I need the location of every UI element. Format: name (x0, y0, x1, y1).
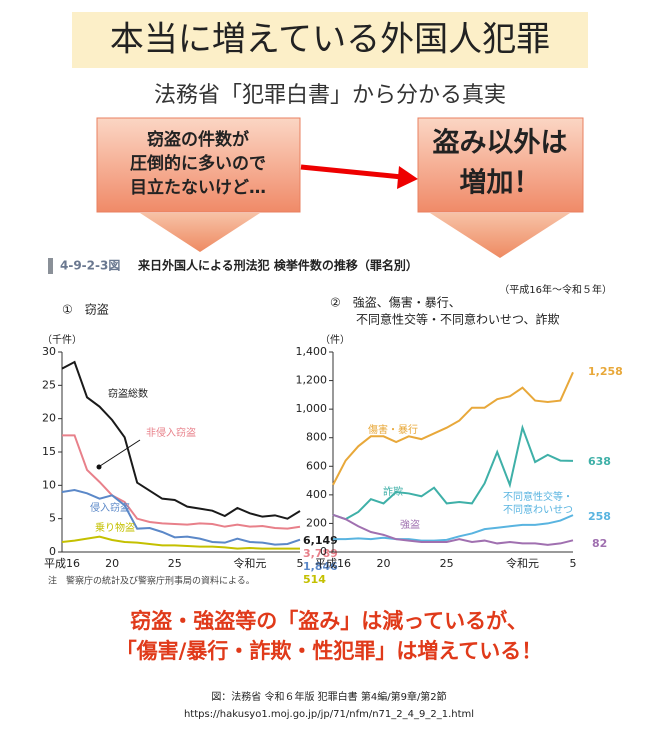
series-label: 侵入窃盗 (90, 501, 130, 514)
series-line (61, 535, 301, 550)
y-tick-label: 400 (306, 488, 327, 501)
end-label: 6,149 (303, 534, 338, 547)
heading-bar (48, 258, 53, 274)
end-label: 514 (303, 573, 326, 586)
x-tick-label: 令和元 (506, 556, 539, 570)
source: 図：法務省 令和６年版 犯罪白書 第4編/第9章/第2節 (211, 690, 446, 703)
note: 注 警察庁の統計及び警察庁刑事局の資料による。 (48, 575, 255, 587)
y-axis-label: （千件） (42, 334, 82, 346)
conclusion: 「傷害/暴行・詐欺・性犯罪」は増えている！ (116, 639, 543, 663)
source-url: https://hakusyo1.moj.go.jp/jp/71/nfm/n71… (184, 709, 474, 720)
title-box (72, 12, 588, 68)
y-tick-label: 1,200 (296, 374, 328, 387)
callout-text: 目立たないけど… (130, 177, 266, 198)
y-tick-label: 800 (306, 431, 327, 444)
y-tick-label: 0 (49, 545, 56, 558)
x-tick-label: 20 (105, 557, 119, 570)
callout-text: 窃盗の件数が (147, 129, 249, 150)
series-line (332, 513, 574, 546)
y-tick-label: 200 (306, 516, 327, 529)
x-tick-label: 5 (297, 557, 304, 570)
callout-text: 盗み以外は (433, 128, 568, 159)
down-arrow (430, 213, 570, 258)
series-line (333, 514, 574, 542)
end-label: 3,789 (303, 547, 338, 560)
end-label: 1,258 (588, 365, 623, 378)
callout-left (96, 117, 301, 213)
y-tick-label: 1,000 (296, 402, 328, 415)
period: （平成16年～令和５年） (499, 283, 612, 296)
y-tick-label: 5 (49, 512, 56, 525)
callout-text: 増加！ (460, 167, 541, 199)
y-tick-label: 1,400 (296, 345, 328, 358)
conclusion: 窃盗・強盗等の「盗み」は減っているが、 (130, 609, 528, 633)
x-tick-label: 5 (570, 557, 577, 570)
y-axis-label: （件） (320, 334, 350, 346)
title: 本当に増えている外国人犯罪 (110, 20, 550, 60)
subtitle: 法務省「犯罪白書」から分かる真実 (154, 83, 506, 108)
series-label: 詐欺 (383, 485, 403, 498)
red-arrow (300, 164, 403, 180)
series-label: 不同意性交等・不同意わいせつ (503, 490, 573, 516)
series-label: 強盗 (400, 518, 420, 531)
figure-heading: 来日外国人による刑法犯 検挙件数の推移（罪名別） (137, 258, 418, 273)
series-line (332, 371, 574, 486)
end-label: 258 (588, 510, 611, 523)
x-tick-label: 令和元 (233, 556, 266, 570)
y-tick-label: 600 (306, 459, 327, 472)
y-tick-label: 0 (320, 545, 327, 558)
figure-number: 4-9-2-3図 (60, 259, 120, 273)
x-tick-label: 20 (377, 557, 391, 570)
chart-title: 不同意性交等・不同意わいせつ、詐欺 (356, 312, 560, 327)
series-label: 傷害・暴行 (368, 423, 418, 436)
series-line (62, 434, 301, 530)
end-label: 82 (592, 537, 607, 550)
pointer-dot (96, 464, 102, 470)
down-arrow (140, 213, 260, 252)
chart-title: ① 窃盗 (62, 302, 109, 317)
red-arrow-head (397, 166, 418, 189)
x-tick-label: 平成16 (44, 557, 80, 570)
chart-title: ② 強盗、傷害・暴行、 (330, 295, 461, 310)
callout-right (417, 117, 584, 213)
y-tick-label: 20 (42, 412, 56, 425)
pointer (99, 439, 141, 467)
series-line (332, 424, 574, 521)
callout-text: 圧倒的に多いので (130, 153, 266, 174)
y-tick-label: 25 (42, 378, 56, 391)
y-tick-label: 15 (42, 445, 56, 458)
y-tick-label: 10 (42, 478, 56, 491)
end-label: 1,846 (303, 560, 338, 573)
series-label: 非侵入窃盗 (146, 426, 196, 439)
series-label: 窃盗総数 (108, 387, 148, 400)
end-label: 638 (588, 455, 611, 468)
x-tick-label: 25 (440, 557, 454, 570)
y-tick-label: 30 (42, 345, 56, 358)
series-label: 乗り物盗 (95, 521, 135, 534)
series-line (61, 360, 301, 520)
x-tick-label: 25 (168, 557, 182, 570)
series-line (61, 488, 301, 546)
x-tick-label: 平成16 (315, 557, 351, 570)
